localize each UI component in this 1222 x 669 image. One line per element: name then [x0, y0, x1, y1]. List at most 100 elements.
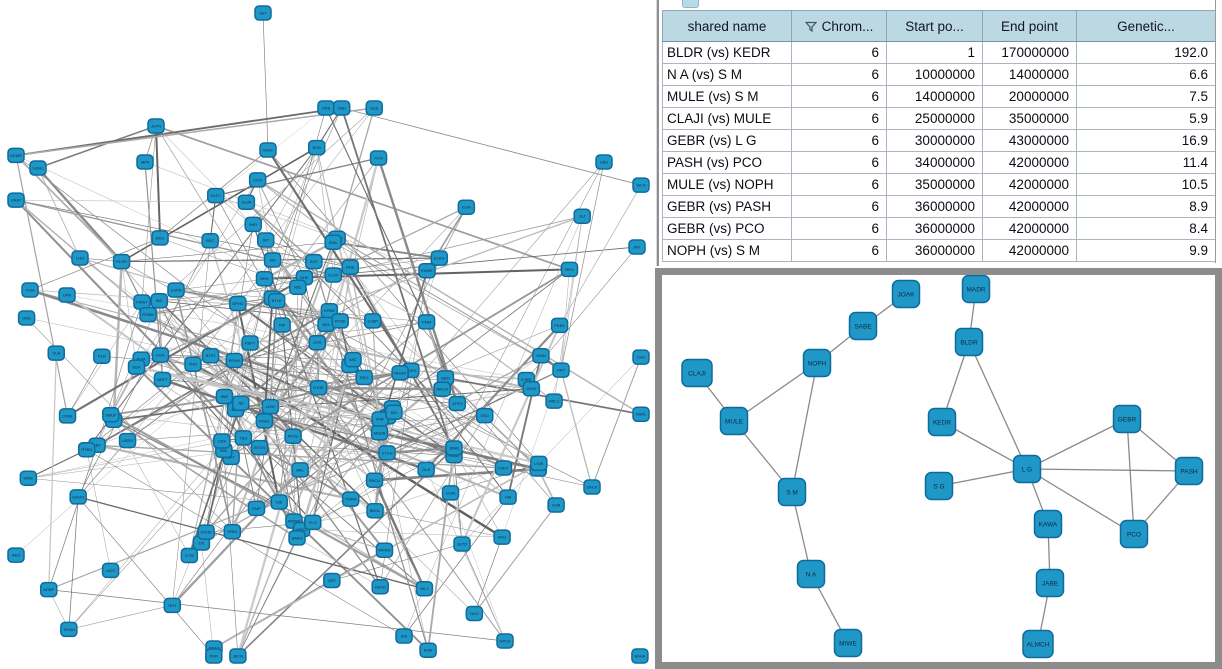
- network-node[interactable]: GAOO: [69, 489, 87, 505]
- network-node[interactable]: GKD: [476, 407, 494, 424]
- table-row[interactable]: NOPH (vs) S M 6 36000000 42000000 9.9: [662, 239, 1216, 262]
- network-edge[interactable]: [68, 496, 79, 630]
- network-edge[interactable]: [121, 242, 334, 262]
- network-node[interactable]: KKG: [493, 529, 511, 545]
- network-node[interactable]: RSO: [355, 369, 373, 386]
- network-node[interactable]: GHT: [163, 597, 182, 614]
- table-cell[interactable]: 170000000: [982, 41, 1077, 64]
- network-node[interactable]: TED: [234, 430, 253, 446]
- network-node[interactable]: TENW: [60, 621, 78, 638]
- network-node[interactable]: EEK: [127, 359, 146, 375]
- network-edge[interactable]: [160, 237, 298, 288]
- network-node[interactable]: CLAJI: [681, 358, 713, 388]
- network-node[interactable]: GPCK: [496, 633, 514, 649]
- small-network-canvas[interactable]: JOAK MADR SABE BLDR NOPH CLAJI MULE KEDR GEBR L G…: [662, 275, 1215, 662]
- network-node[interactable]: HDFD: [371, 579, 389, 595]
- network-edge[interactable]: [363, 321, 428, 378]
- network-node[interactable]: HAS: [17, 310, 36, 326]
- network-node[interactable]: PENH: [225, 352, 244, 369]
- network-edge[interactable]: [121, 261, 137, 368]
- table-cell[interactable]: GEBR (vs) PASH: [662, 195, 792, 218]
- network-edge[interactable]: [230, 387, 319, 458]
- network-node[interactable]: IGUA: [237, 194, 256, 210]
- network-edge[interactable]: [392, 161, 605, 409]
- network-edge[interactable]: [147, 314, 235, 361]
- network-node[interactable]: BTLE: [267, 293, 286, 309]
- network-node[interactable]: SABE: [848, 311, 878, 341]
- network-node[interactable]: KEDR: [927, 407, 957, 437]
- large-network-canvas[interactable]: SET MOG GGHL JUTN MPA LHG SBS JNT UFCK IMMO IDS GPC…: [0, 0, 655, 669]
- network-edge[interactable]: [15, 155, 319, 389]
- network-node[interactable]: IDS: [395, 628, 413, 644]
- network-node[interactable]: GTHD: [197, 524, 215, 540]
- column-header-end-point[interactable]: End point: [982, 10, 1077, 42]
- network-edge[interactable]: [15, 199, 273, 261]
- network-edge[interactable]: [386, 446, 454, 454]
- network-edge[interactable]: [86, 396, 225, 450]
- network-node[interactable]: MOG: [259, 142, 277, 158]
- network-node[interactable]: NSL: [289, 279, 307, 296]
- network-edge[interactable]: [262, 12, 269, 151]
- network-edge[interactable]: [560, 216, 583, 371]
- network-node[interactable]: NDFT: [153, 371, 172, 388]
- network-node[interactable]: OJM: [547, 497, 565, 513]
- network-edge[interactable]: [29, 237, 161, 291]
- network-node[interactable]: LHG: [71, 250, 89, 266]
- table-cell[interactable]: 14000000: [982, 63, 1077, 86]
- network-edge[interactable]: [148, 297, 273, 315]
- network-edge[interactable]: [427, 447, 455, 651]
- network-node[interactable]: GLB: [417, 461, 435, 478]
- table-cell[interactable]: 10000000: [886, 63, 983, 86]
- network-edge[interactable]: [296, 537, 381, 588]
- network-edge[interactable]: [1126, 418, 1135, 535]
- network-edge[interactable]: [245, 201, 315, 263]
- table-cell[interactable]: 34000000: [886, 151, 983, 174]
- network-node[interactable]: JABE: [1035, 568, 1065, 598]
- network-edge[interactable]: [791, 362, 818, 493]
- network-edge[interactable]: [336, 107, 375, 239]
- table-cell[interactable]: 6: [791, 41, 887, 64]
- network-node[interactable]: CNNL: [58, 408, 77, 424]
- network-edge[interactable]: [425, 469, 506, 642]
- network-node[interactable]: KID: [385, 404, 403, 421]
- network-edge[interactable]: [445, 377, 539, 470]
- network-node[interactable]: NDMR: [7, 147, 25, 164]
- network-edge[interactable]: [938, 468, 1028, 487]
- network-edge[interactable]: [158, 300, 164, 380]
- network-edge[interactable]: [175, 289, 235, 361]
- network-edge[interactable]: [560, 369, 593, 488]
- network-node[interactable]: CMJT: [494, 460, 513, 476]
- network-node[interactable]: PER: [205, 648, 223, 664]
- network-edge[interactable]: [333, 241, 440, 260]
- network-node[interactable]: GPHC: [229, 295, 247, 312]
- network-edge[interactable]: [349, 365, 593, 488]
- network-edge[interactable]: [97, 444, 504, 469]
- network-node[interactable]: KWEE: [418, 263, 436, 279]
- table-cell[interactable]: 30000000: [886, 129, 983, 152]
- network-edge[interactable]: [67, 356, 103, 417]
- network-node[interactable]: SMUF: [101, 407, 120, 423]
- network-edge[interactable]: [333, 246, 638, 276]
- table-cell[interactable]: MULE (vs) S M: [662, 85, 792, 108]
- network-edge[interactable]: [263, 241, 334, 280]
- network-edge[interactable]: [316, 342, 388, 418]
- network-node[interactable]: ARL: [291, 462, 309, 478]
- network-edge[interactable]: [267, 149, 540, 464]
- table-cell[interactable]: 6: [791, 85, 887, 108]
- table-cell[interactable]: 16.9: [1076, 129, 1216, 152]
- network-edge[interactable]: [301, 529, 503, 538]
- network-node[interactable]: USPN: [167, 282, 185, 298]
- network-edge[interactable]: [269, 242, 334, 407]
- network-node[interactable]: OKB: [317, 100, 335, 116]
- network-node[interactable]: UPR: [58, 287, 76, 303]
- table-cell[interactable]: GEBR (vs) L G: [662, 129, 792, 152]
- table-row[interactable]: GEBR (vs) PCO 6 36000000 42000000 8.4: [662, 217, 1216, 240]
- network-node[interactable]: PIP: [273, 317, 291, 333]
- network-edge[interactable]: [1026, 418, 1128, 470]
- network-edge[interactable]: [252, 223, 365, 378]
- network-node[interactable]: URAT: [7, 192, 25, 208]
- network-edge[interactable]: [591, 357, 642, 488]
- network-node[interactable]: S G: [924, 471, 954, 501]
- network-node[interactable]: REC: [201, 233, 219, 249]
- network-edge[interactable]: [136, 179, 258, 368]
